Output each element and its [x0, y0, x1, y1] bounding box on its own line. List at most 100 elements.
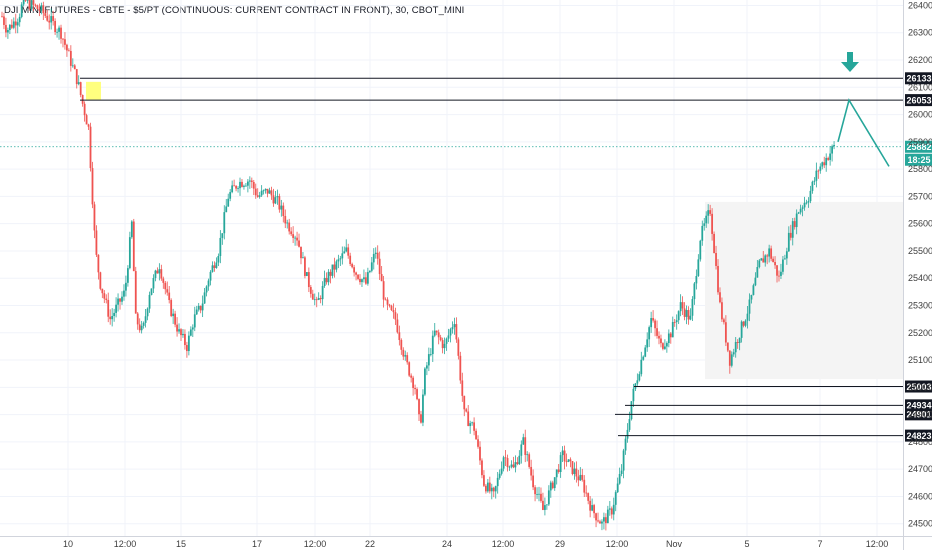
candle-body: [701, 225, 704, 241]
candle-body: [34, 4, 37, 6]
candle-body: [646, 339, 649, 348]
level-tag-label: 24823: [906, 431, 931, 441]
candle-body: [109, 316, 112, 320]
candle-body: [363, 277, 365, 280]
candle-body: [221, 233, 224, 238]
candle-body: [422, 394, 424, 423]
candle-body: [671, 322, 674, 338]
candle-body: [130, 221, 133, 238]
candle-body: [809, 190, 812, 202]
candle-body: [372, 253, 375, 263]
candle-body: [750, 294, 753, 300]
candle-body: [107, 299, 110, 317]
candle-body: [233, 185, 236, 187]
candle-body: [126, 268, 129, 283]
candle-body: [685, 310, 688, 317]
x-tick-label: Nov: [666, 539, 683, 549]
candle-body: [254, 188, 257, 196]
candle-body: [551, 482, 554, 489]
candle-body: [540, 493, 542, 501]
candle-body: [335, 261, 338, 270]
candle-body: [105, 298, 108, 300]
candle-body: [443, 343, 446, 349]
candle-body: [693, 283, 696, 300]
candle-body: [215, 262, 218, 268]
candle-body: [16, 22, 19, 26]
candle-body: [542, 500, 544, 510]
candle-body: [280, 205, 283, 210]
candle-body: [83, 103, 86, 116]
candle-body: [484, 485, 487, 492]
arrow-down-icon: [841, 52, 859, 72]
candle-body: [726, 342, 729, 351]
candle-body: [756, 267, 759, 278]
candle-body: [400, 340, 403, 350]
highlight-box: [86, 81, 101, 100]
candle-body: [748, 299, 751, 314]
candle-body: [447, 335, 450, 339]
candle-body: [119, 298, 121, 302]
candle-body: [195, 309, 198, 315]
candle-body: [189, 329, 192, 336]
candle-body: [101, 288, 104, 294]
candle-body: [117, 298, 119, 305]
candle-body: [669, 333, 672, 338]
candle-body: [795, 213, 798, 228]
candle-body: [744, 320, 747, 326]
candle-body: [544, 505, 546, 510]
candle-body: [420, 414, 422, 423]
candle-body: [270, 190, 273, 196]
candle-body: [707, 210, 710, 216]
candle-body: [471, 422, 474, 424]
level-tag: [905, 72, 932, 85]
x-tick-label: 12:00: [304, 539, 327, 549]
candle-body: [457, 339, 460, 356]
candle-body: [593, 505, 595, 514]
candle-body: [50, 16, 53, 23]
candle-body: [451, 327, 454, 330]
candle-body: [402, 349, 405, 357]
candle-body: [636, 380, 639, 384]
candle-body: [782, 259, 784, 272]
candle-body: [724, 322, 727, 343]
candle-body: [329, 271, 332, 276]
candle-body: [355, 272, 357, 275]
candle-body: [305, 272, 308, 276]
candle-body: [642, 356, 645, 360]
y-tick-label: 25700: [908, 191, 932, 201]
candle-body: [374, 252, 377, 254]
candle-body: [353, 267, 356, 273]
candle-body: [237, 188, 239, 189]
countdown-label: 18:25: [907, 155, 930, 165]
projection-path: [837, 98, 890, 167]
candle-body: [764, 255, 767, 263]
candle-body: [770, 248, 773, 259]
candle-body: [717, 265, 719, 293]
candle-body: [156, 270, 159, 274]
candle-body: [75, 69, 78, 85]
candle-body: [803, 202, 806, 208]
candle-body: [7, 30, 9, 33]
candle-body: [28, 0, 31, 9]
candle-body: [469, 423, 472, 427]
candle-body: [239, 181, 241, 189]
candle-body: [184, 333, 186, 346]
candle-body: [819, 166, 822, 171]
candle-body: [304, 257, 306, 276]
candle-body: [734, 341, 737, 353]
candle-body: [30, 0, 33, 9]
candle-body: [709, 210, 712, 214]
candle-body: [128, 237, 131, 269]
candle-body: [388, 304, 391, 306]
candle-body: [732, 352, 735, 355]
countdown-tag: [905, 153, 932, 166]
candle-body: [557, 469, 560, 473]
candle-body: [561, 450, 564, 456]
candle-body: [24, 0, 27, 1]
candle-body: [44, 13, 47, 16]
candle-body: [644, 347, 647, 357]
candle-body: [404, 355, 407, 357]
candle-body: [339, 258, 342, 260]
candle-body: [597, 520, 599, 522]
